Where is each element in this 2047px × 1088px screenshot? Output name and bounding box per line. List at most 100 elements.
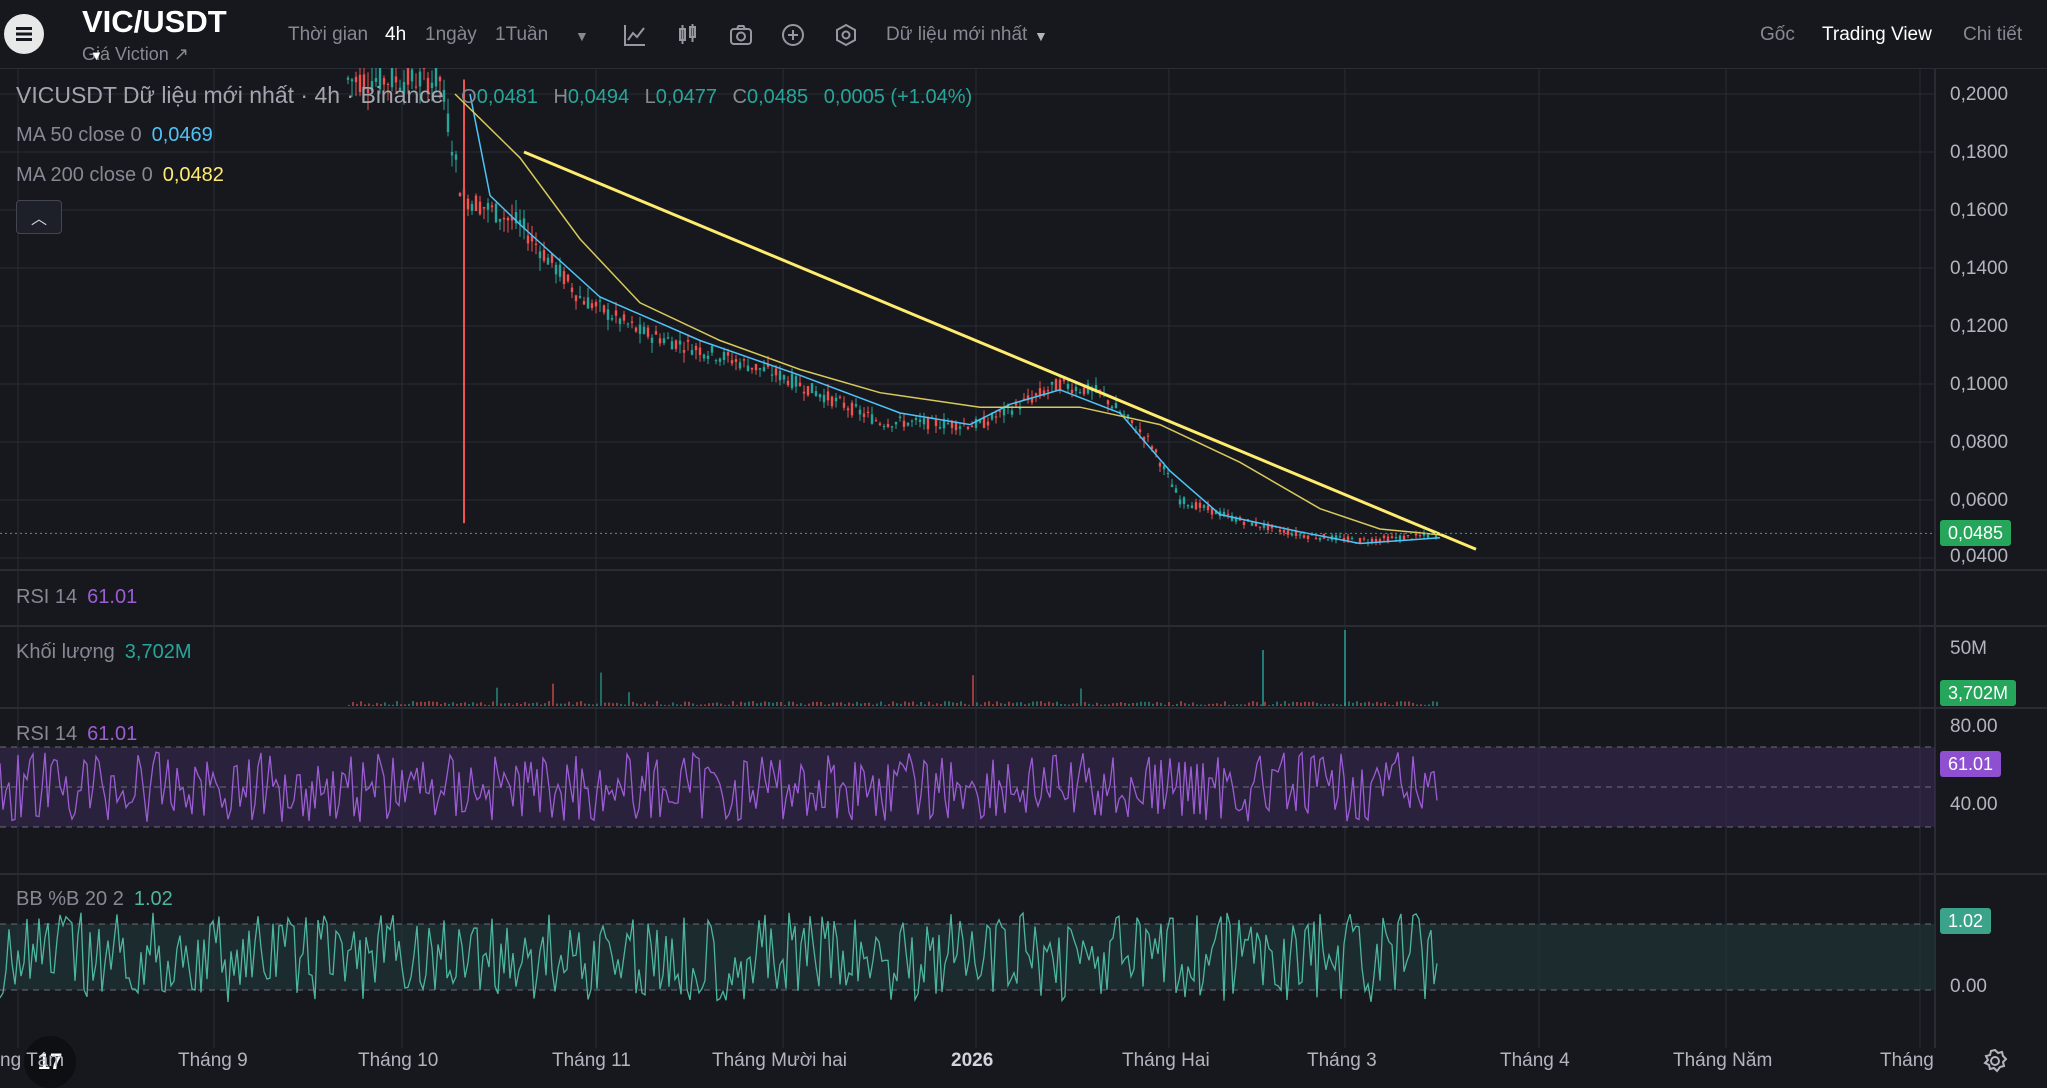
chart-canvas[interactable] (0, 68, 2047, 1048)
volume-bar (568, 701, 570, 706)
candle-body (518, 219, 522, 225)
volume-bar (1104, 704, 1106, 706)
volume-bar (1180, 701, 1182, 706)
top-bar: VIC/USDT Giá Viction ↗ ▼ Thời gian 4h 1n… (0, 0, 2047, 69)
camera-icon[interactable] (728, 22, 754, 48)
volume-bar (456, 703, 458, 706)
candle-body (1282, 530, 1286, 533)
volume-bar (1236, 703, 1238, 706)
candle-body (1194, 502, 1198, 510)
volume-axis-label: 50M (1950, 638, 1987, 659)
volume-bar (772, 702, 774, 706)
tab-details[interactable]: Chi tiết (1963, 24, 2023, 45)
candle-body (410, 69, 414, 82)
tab-original[interactable]: Gốc (1760, 24, 1795, 45)
ma50-line (469, 93, 1441, 545)
volume-bar (432, 701, 434, 706)
volume-bar (972, 675, 974, 706)
candle-body (1402, 535, 1406, 540)
candle-body (1046, 390, 1050, 392)
volume-bar (1332, 703, 1334, 706)
volume-bar (996, 701, 998, 706)
hex-settings-icon[interactable] (833, 22, 859, 48)
volume-bar (660, 704, 662, 706)
interval-more-icon[interactable]: ▼ (575, 28, 589, 44)
candle-body (370, 81, 374, 91)
candle-body (870, 414, 874, 424)
candle-body (1126, 414, 1130, 419)
time-axis-label: Tháng Mười hai (712, 1050, 848, 1071)
low-label: L (644, 86, 656, 108)
volume-bar (1364, 702, 1366, 706)
interval-4h[interactable]: 4h (385, 24, 407, 45)
pair-subtitle-link[interactable]: Giá Viction ↗ (82, 44, 189, 64)
volume-bar (1292, 701, 1294, 706)
candle-body (1418, 535, 1422, 537)
menu-logo-icon[interactable] (4, 14, 44, 54)
volume-bar (556, 703, 558, 706)
volume-bar (1004, 703, 1006, 706)
candle-body (1054, 379, 1058, 391)
volume-bar (676, 704, 678, 706)
volume-bar (604, 702, 606, 706)
high-value: 0,0494 (567, 86, 630, 108)
candle-body (354, 76, 358, 83)
volume-bar (900, 703, 902, 706)
ma200-value: 0,0482 (162, 164, 224, 186)
volume-bar (932, 704, 934, 706)
candle-body (1110, 406, 1114, 409)
pair-dropdown-icon[interactable]: ▼ (90, 48, 103, 63)
price-axis-label: 0,0400 (1950, 546, 2009, 567)
volume-bar (616, 702, 618, 706)
volume-bar (1260, 704, 1262, 706)
time-axis-label: Tháng Năm (1673, 1050, 1773, 1071)
plus-circle-icon[interactable] (780, 22, 806, 48)
volume-bar (1356, 701, 1358, 706)
volume-bar (1252, 701, 1254, 706)
volume-bar (896, 703, 898, 706)
candle-body (566, 274, 570, 282)
bb-axis-label: 0.00 (1950, 976, 1987, 997)
candles-icon[interactable] (675, 22, 701, 48)
chevron-down-icon[interactable]: ▼ (1034, 28, 1048, 44)
volume-bar (524, 702, 526, 706)
open-label: O (461, 86, 477, 108)
interval-1day[interactable]: 1ngày (425, 24, 477, 45)
tab-trading-view[interactable]: Trading View (1822, 24, 1932, 45)
line-chart-icon[interactable] (622, 22, 648, 48)
data-mode-select[interactable]: Dữ liệu mới nhất (886, 24, 1028, 45)
candle-body (1182, 497, 1186, 505)
collapse-legend-button[interactable]: ︿ (16, 200, 62, 234)
candle-body (774, 368, 778, 376)
candle-body (1398, 535, 1402, 541)
rsi-axis-label: 80.00 (1950, 716, 1998, 737)
volume-bar (808, 703, 810, 706)
volume-bar (1232, 704, 1234, 706)
candle-body (1098, 389, 1102, 391)
tradingview-logo-icon[interactable]: 17 (24, 1036, 76, 1088)
interval-1week[interactable]: 1Tuần (495, 24, 549, 45)
volume-bar (384, 702, 386, 706)
volume-legend: Khối lượng 3,702M (16, 641, 192, 664)
volume-bar (820, 702, 822, 706)
volume-bar (1256, 702, 1258, 706)
open-value: 0,0481 (476, 86, 538, 108)
gear-icon[interactable] (1980, 1046, 2010, 1076)
volume-bar (520, 703, 522, 706)
volume-bar (572, 704, 574, 706)
volume-bar (780, 701, 782, 706)
volume-bar (1192, 702, 1194, 706)
volume-bar (840, 702, 842, 706)
volume-bar (1016, 702, 1018, 706)
volume-bar (668, 704, 670, 706)
candle-body (1334, 535, 1338, 541)
candle-body (1206, 505, 1210, 511)
volume-bar (1300, 702, 1302, 706)
volume-bar (608, 702, 610, 706)
rsi-value: 61.01 (87, 586, 138, 608)
candle-body (614, 310, 618, 316)
interval-time[interactable]: Thời gian (288, 24, 369, 45)
volume-bar (436, 701, 438, 706)
candle-body (1198, 502, 1202, 508)
chart-area[interactable]: VICUSDT Dữ liệu mới nhất · 4h · Binance … (0, 68, 2047, 1088)
